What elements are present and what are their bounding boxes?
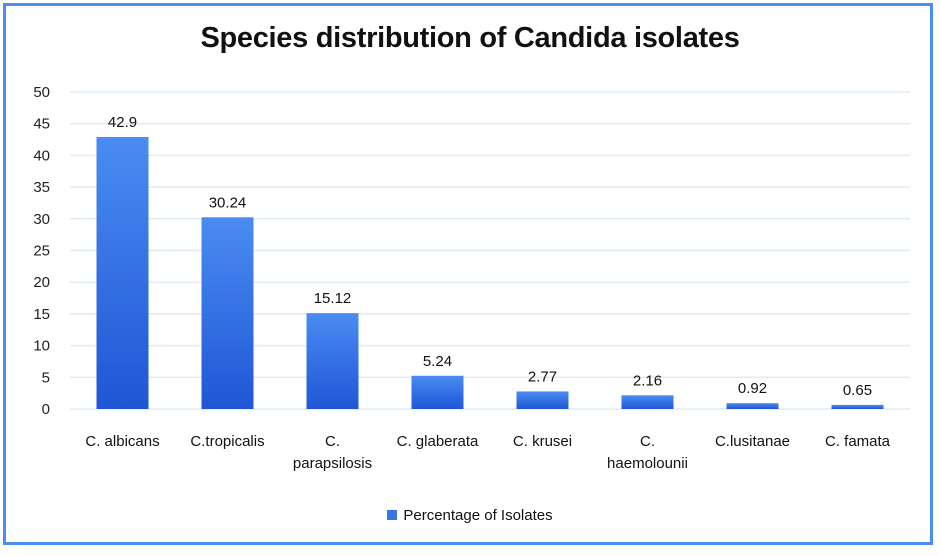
y-tick-label: 40 [33, 147, 50, 164]
x-tick-label: C. famata [825, 433, 891, 450]
data-label: 5.24 [423, 353, 452, 370]
data-label: 30.24 [209, 194, 247, 211]
data-label: 2.77 [528, 368, 557, 385]
chart-title: Species distribution of Candida isolates [200, 22, 740, 54]
chart-frame [3, 3, 933, 545]
y-tick-label: 10 [33, 338, 50, 355]
bar [96, 137, 149, 409]
y-axis: 0 5 10 15 20 25 30 35 40 45 50 [33, 84, 50, 418]
x-tick-label: C. krusei [513, 433, 572, 450]
x-tick-label: C.lusitanae [715, 433, 790, 450]
bar [411, 375, 464, 409]
x-tick-label: C.tropicalis [190, 433, 264, 450]
legend-swatch [387, 510, 398, 520]
data-labels: 42.9 30.24 15.12 5.24 2.77 2.16 0.92 0.65 [108, 114, 872, 399]
bar [621, 395, 674, 409]
bar [306, 313, 359, 409]
x-tick-label: haemolounii [607, 455, 688, 472]
gridlines [70, 91, 910, 410]
y-tick-label: 45 [33, 116, 50, 133]
data-label: 0.92 [738, 380, 767, 397]
data-label: 15.12 [314, 290, 352, 307]
data-label: 2.16 [633, 372, 662, 389]
bar [831, 404, 884, 409]
y-tick-label: 35 [33, 179, 50, 196]
bars [96, 137, 884, 409]
y-tick-label: 50 [33, 84, 50, 101]
y-tick-label: 15 [33, 306, 50, 323]
data-label: 42.9 [108, 114, 137, 131]
y-tick-label: 30 [33, 211, 50, 228]
y-tick-label: 0 [42, 401, 50, 418]
data-label: 0.65 [843, 382, 872, 399]
x-tick-label: C. albicans [85, 433, 159, 450]
y-tick-label: 5 [42, 369, 50, 386]
x-axis: C. albicans C.tropicalis C. parapsilosis C. … [85, 433, 890, 472]
x-tick-label: C. glaberata [397, 433, 479, 450]
x-tick-label: parapsilosis [293, 455, 372, 472]
legend-label: Percentage of Isolates [403, 507, 553, 524]
legend: Percentage of Isolates [0, 507, 940, 524]
x-tick-label: C. [325, 433, 340, 450]
bar [201, 217, 254, 409]
x-tick-label: C. [640, 433, 655, 450]
y-tick-label: 25 [33, 243, 50, 260]
bar [516, 391, 569, 409]
bar [726, 403, 779, 409]
y-tick-label: 20 [33, 274, 50, 291]
